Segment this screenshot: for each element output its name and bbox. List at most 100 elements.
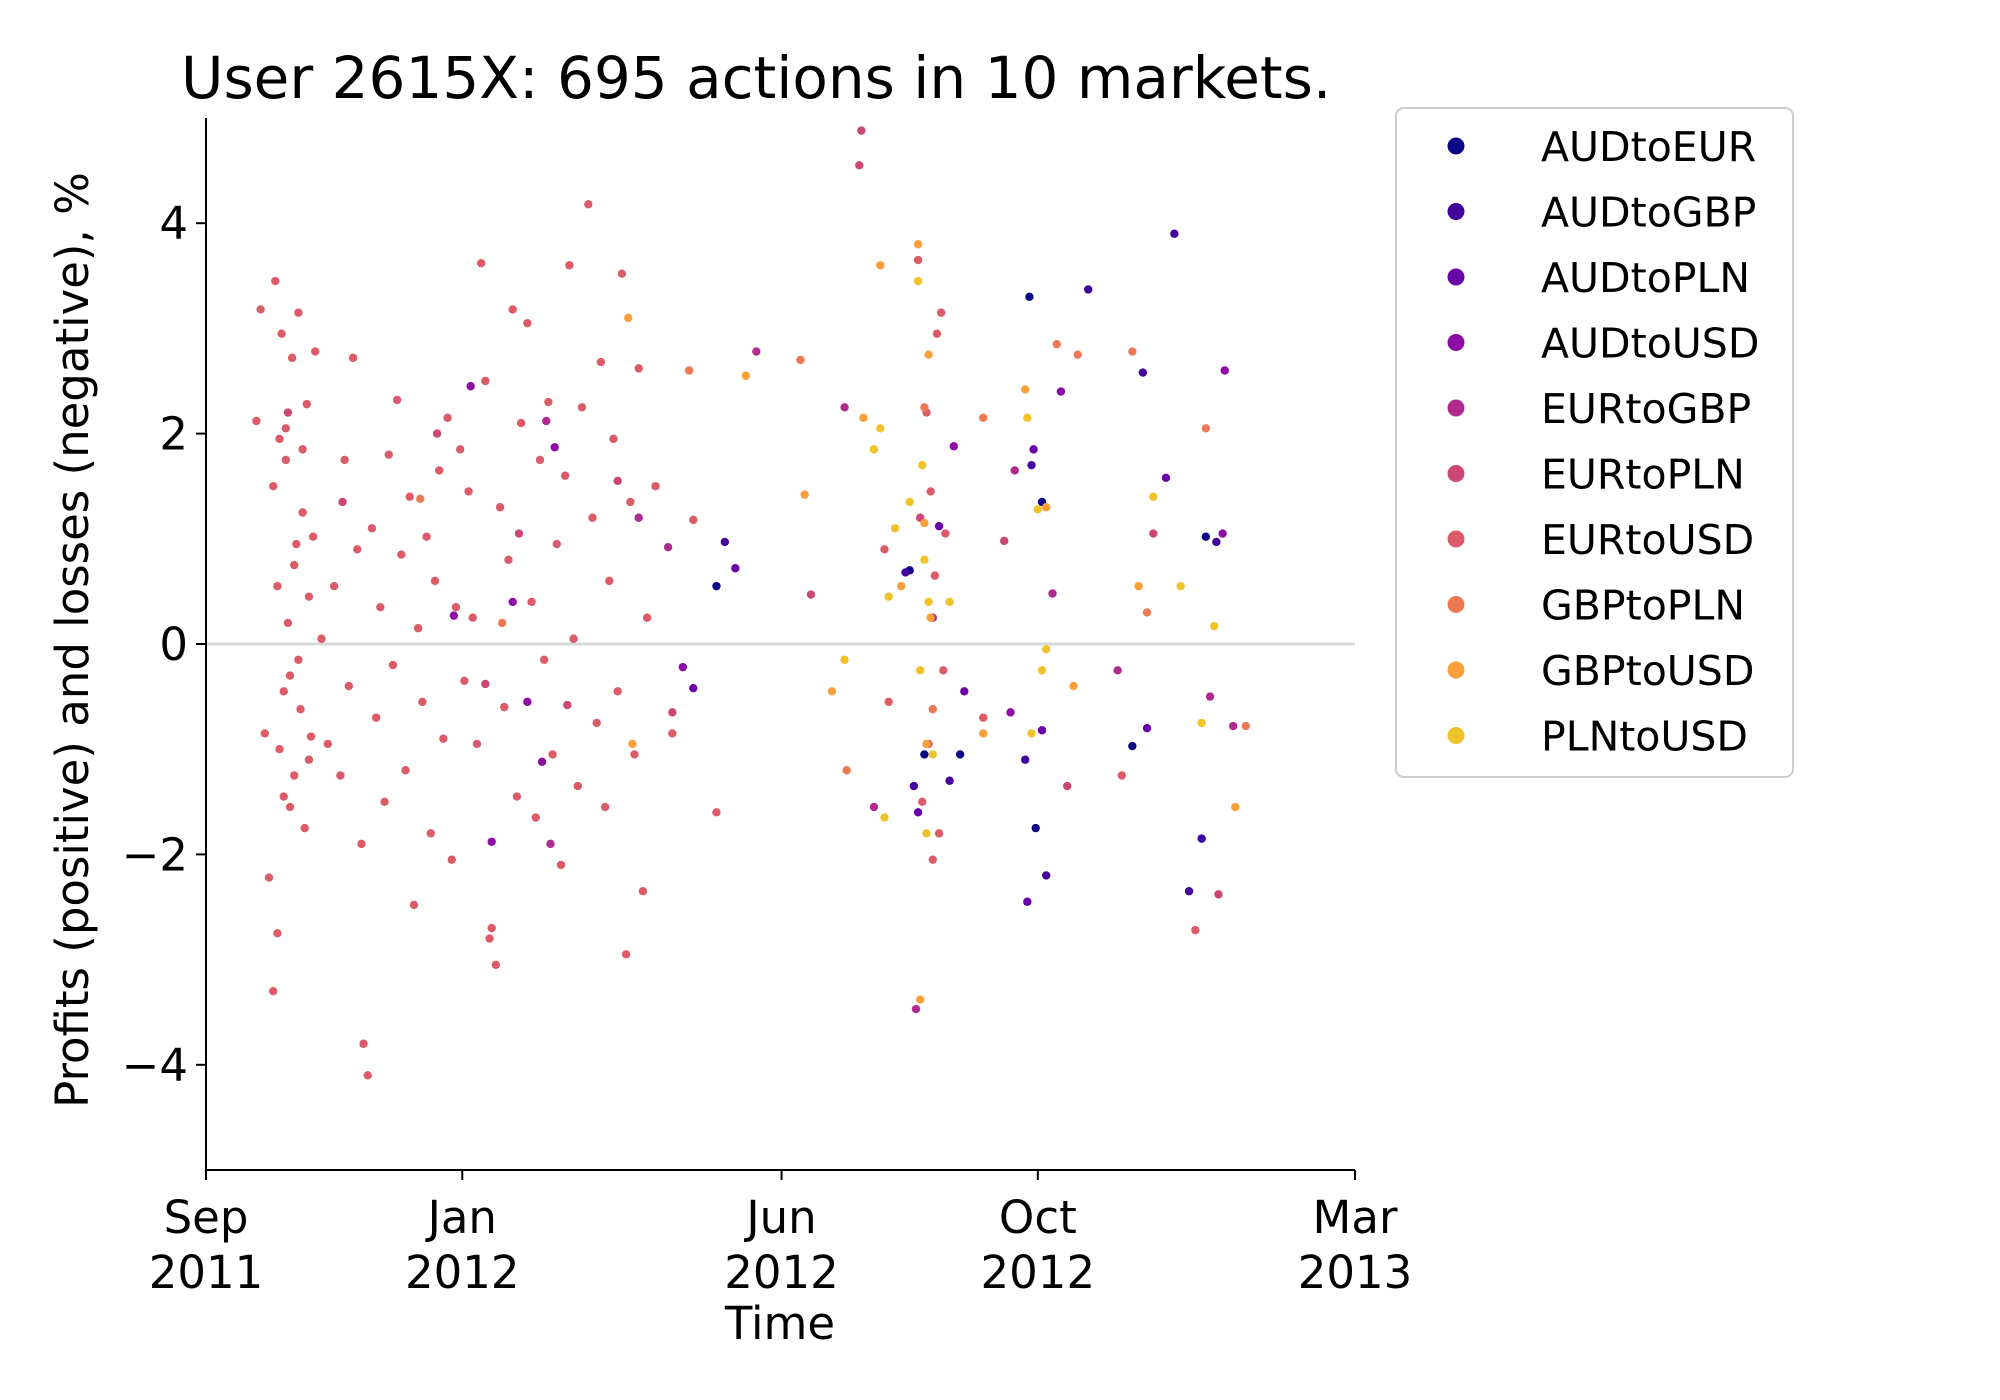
data-point: [584, 200, 593, 209]
data-point: [806, 590, 816, 599]
data-point: [928, 855, 937, 864]
data-point: [388, 660, 398, 670]
data-point: [290, 560, 299, 570]
data-point: [668, 708, 677, 717]
x-tick-label-month: Sep: [164, 1191, 249, 1244]
data-point: [913, 240, 923, 249]
data-point: [827, 687, 837, 696]
data-point: [281, 424, 291, 433]
data-point: [1214, 890, 1223, 899]
series-AUDtoPLN: [689, 445, 1171, 906]
data-point: [577, 403, 587, 412]
data-point: [1170, 229, 1179, 238]
data-point: [924, 597, 933, 607]
data-point: [1142, 608, 1152, 617]
legend-label: EURtoUSD: [1541, 516, 1754, 564]
data-point: [1025, 292, 1034, 302]
data-point: [1006, 708, 1015, 717]
data-point: [731, 564, 740, 573]
data-point: [252, 416, 261, 426]
data-point: [531, 813, 540, 822]
data-point: [1184, 887, 1194, 896]
data-point: [285, 671, 295, 680]
data-point: [306, 732, 316, 741]
data-point: [859, 413, 868, 423]
data-point: [1138, 368, 1148, 377]
data-point: [592, 718, 601, 728]
data-point: [340, 455, 349, 465]
x-tick-label-month: Jun: [743, 1191, 816, 1244]
data-point: [376, 602, 385, 612]
data-point: [357, 839, 366, 849]
data-point: [630, 750, 639, 759]
data-point: [720, 537, 730, 547]
data-point: [1218, 529, 1227, 538]
data-point: [634, 364, 643, 373]
data-point: [434, 466, 444, 475]
data-point: [413, 624, 423, 633]
data-point: [905, 497, 914, 507]
data-point: [628, 739, 637, 749]
data-point: [1134, 581, 1143, 591]
data-point: [560, 471, 570, 480]
data-point: [928, 750, 937, 759]
data-point: [294, 308, 303, 317]
data-point: [397, 550, 406, 559]
legend-label: AUDtoUSD: [1541, 320, 1759, 368]
legend-label: GBPtoUSD: [1541, 647, 1754, 695]
y-tick-label: 2: [159, 408, 188, 461]
data-point: [909, 781, 919, 791]
data-point: [344, 681, 354, 691]
data-point: [273, 581, 282, 591]
data-point: [979, 413, 988, 423]
legend-marker: [1447, 530, 1465, 548]
data-point: [934, 521, 944, 531]
data-point: [565, 261, 574, 270]
data-point: [308, 532, 318, 541]
y-axis-label: Profits (positive) and losses (negative)…: [46, 172, 99, 1108]
data-point: [1056, 387, 1066, 396]
data-point: [1063, 781, 1072, 791]
data-point: [405, 492, 414, 501]
data-point: [1021, 755, 1030, 764]
data-point: [514, 529, 524, 538]
data-point: [1212, 537, 1221, 547]
data-point: [1069, 681, 1078, 691]
data-point: [930, 571, 940, 580]
data-point: [416, 494, 425, 504]
data-point: [800, 490, 809, 499]
data-point: [500, 702, 509, 712]
data-point: [936, 308, 946, 317]
data-point: [880, 545, 889, 554]
data-point: [934, 829, 944, 838]
data-point: [279, 687, 288, 696]
data-point: [1048, 589, 1057, 598]
data-point: [392, 395, 402, 405]
data-point: [552, 539, 561, 549]
data-point: [1113, 666, 1122, 675]
legend-label: EURtoPLN: [1541, 451, 1745, 499]
legend-marker: [1447, 596, 1465, 613]
data-point: [460, 676, 469, 686]
data-point: [304, 755, 314, 764]
data-point: [600, 802, 610, 812]
data-point: [573, 781, 582, 791]
data-point: [1033, 505, 1043, 514]
data-point: [684, 366, 694, 375]
data-point: [1191, 925, 1200, 935]
data-point: [613, 476, 622, 486]
data-point: [363, 1071, 372, 1080]
data-point: [663, 543, 673, 552]
data-point: [556, 860, 566, 870]
data-point: [472, 739, 482, 749]
plot-area: 420−2−4Sep2011Jan2012Jun2012Oct2012Mar20…: [122, 118, 1412, 1299]
data-point: [1042, 645, 1051, 654]
data-point: [380, 797, 389, 806]
data-point: [913, 808, 923, 817]
data-point: [283, 408, 293, 417]
chart-title: User 2615X: 695 actions in 10 markets.: [181, 44, 1331, 112]
data-point: [1210, 621, 1219, 631]
y-tick-label: −2: [122, 828, 188, 881]
x-tick-label-year: 2012: [724, 1246, 839, 1299]
